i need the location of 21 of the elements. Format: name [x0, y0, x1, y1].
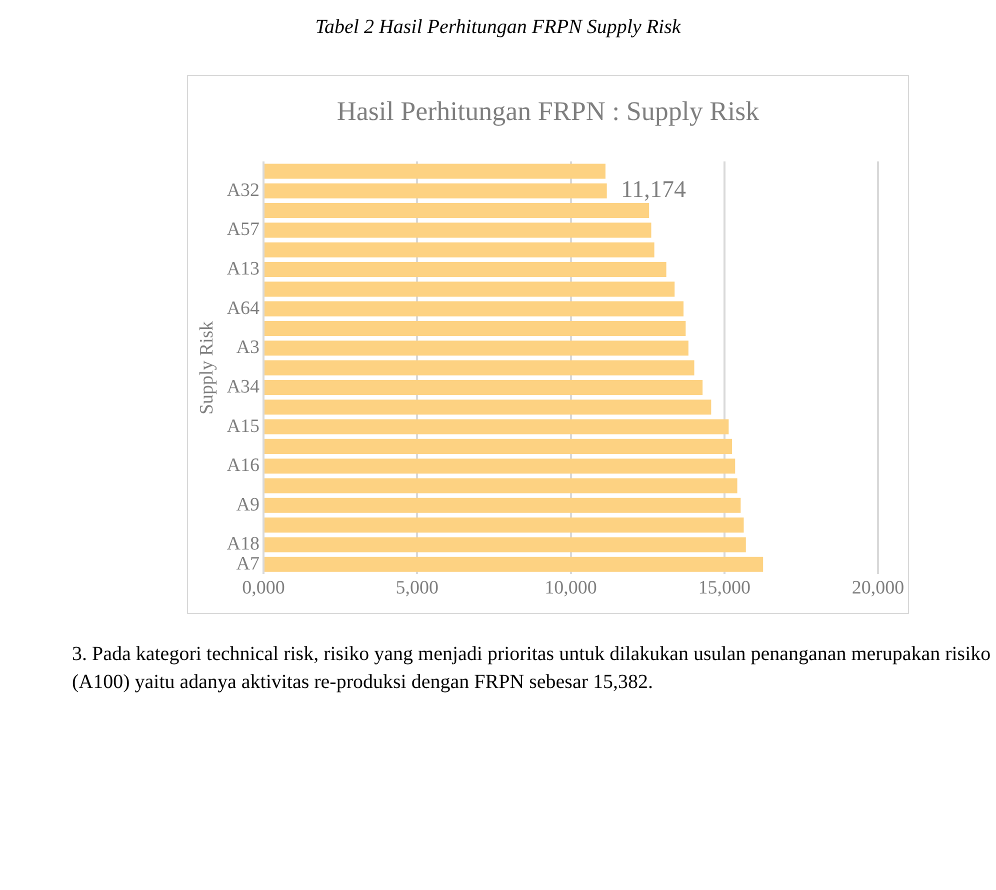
x-tick-label: 5,000: [396, 578, 439, 599]
y-tick-label: A34: [226, 376, 260, 398]
y-tick-label: A64: [226, 298, 260, 319]
x-tick-label: 15,000: [698, 578, 751, 599]
x-tick-label: 0,000: [242, 578, 285, 599]
y-tick-label: A13: [226, 258, 260, 280]
x-tick-label: 10,000: [544, 578, 597, 599]
y-tick-label: A7: [236, 553, 260, 574]
text: Tabel 2 Hasil Perhitungan FRPN Supply Risk: [314, 16, 682, 39]
y-tick-label: A32: [226, 180, 260, 201]
y-tick-label: A16: [226, 455, 260, 476]
y-tick-label: A57: [226, 219, 260, 240]
x-tick-label: 20,000: [852, 578, 904, 599]
y-tick-label: A15: [226, 416, 260, 437]
y-tick-label: A9: [236, 494, 260, 516]
y-axis-title: Supply Risk: [196, 320, 218, 415]
y-tick-label: A18: [226, 534, 260, 555]
y-tick-label: A3: [236, 337, 260, 358]
text: 3. Pada kategori technical risk, risiko yang menjadi prioritas untuk dilakukan usulan penanganan merupakan risiko (A100) yaitu adanya aktivitas re-produksi dengan FRPN sebesar 15,382.: [72, 642, 992, 695]
data-label: 11,174: [620, 177, 686, 204]
chart-title: Hasil Perhitungan FRPN : Supply Risk: [336, 96, 760, 127]
